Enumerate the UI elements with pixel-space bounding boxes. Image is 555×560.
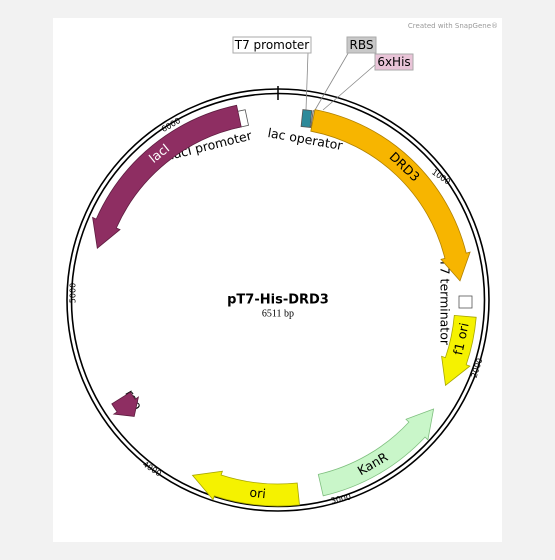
feature-arrow [310,109,471,282]
callout-box [346,36,377,54]
feature-label: 6xHis [377,55,410,69]
map-size: 6511 bp [262,308,294,319]
callout-line [322,63,377,111]
feature-label: T7 terminator [438,258,453,346]
feature-arrow [92,104,242,249]
t7-terminator-mark [458,295,473,309]
feature-arrow [111,391,140,417]
feature-label: T7 promoter [234,38,310,52]
feature-label: f1 ori [450,321,471,356]
callout-line [305,52,309,111]
panel [53,18,502,542]
map-name: pT7-His-DRD3 [227,293,329,308]
feature-label: ori [249,485,267,502]
feature-label: RBS [350,38,374,52]
feature-arrow [441,314,477,387]
callout-box [232,36,312,54]
callout-line [314,49,351,111]
tick-label: 5000 [69,283,78,303]
watermark: Created with SnapGene® [408,22,498,30]
callout-box [374,53,414,71]
tick-label: 3000 [330,492,352,505]
feature-arrow [191,470,300,507]
feature-arrow [317,408,435,497]
t7-promoter-mark [300,109,313,128]
